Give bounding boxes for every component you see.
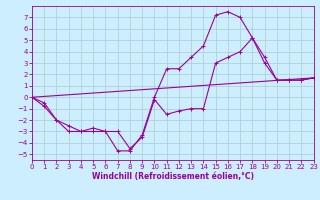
X-axis label: Windchill (Refroidissement éolien,°C): Windchill (Refroidissement éolien,°C)	[92, 172, 254, 181]
